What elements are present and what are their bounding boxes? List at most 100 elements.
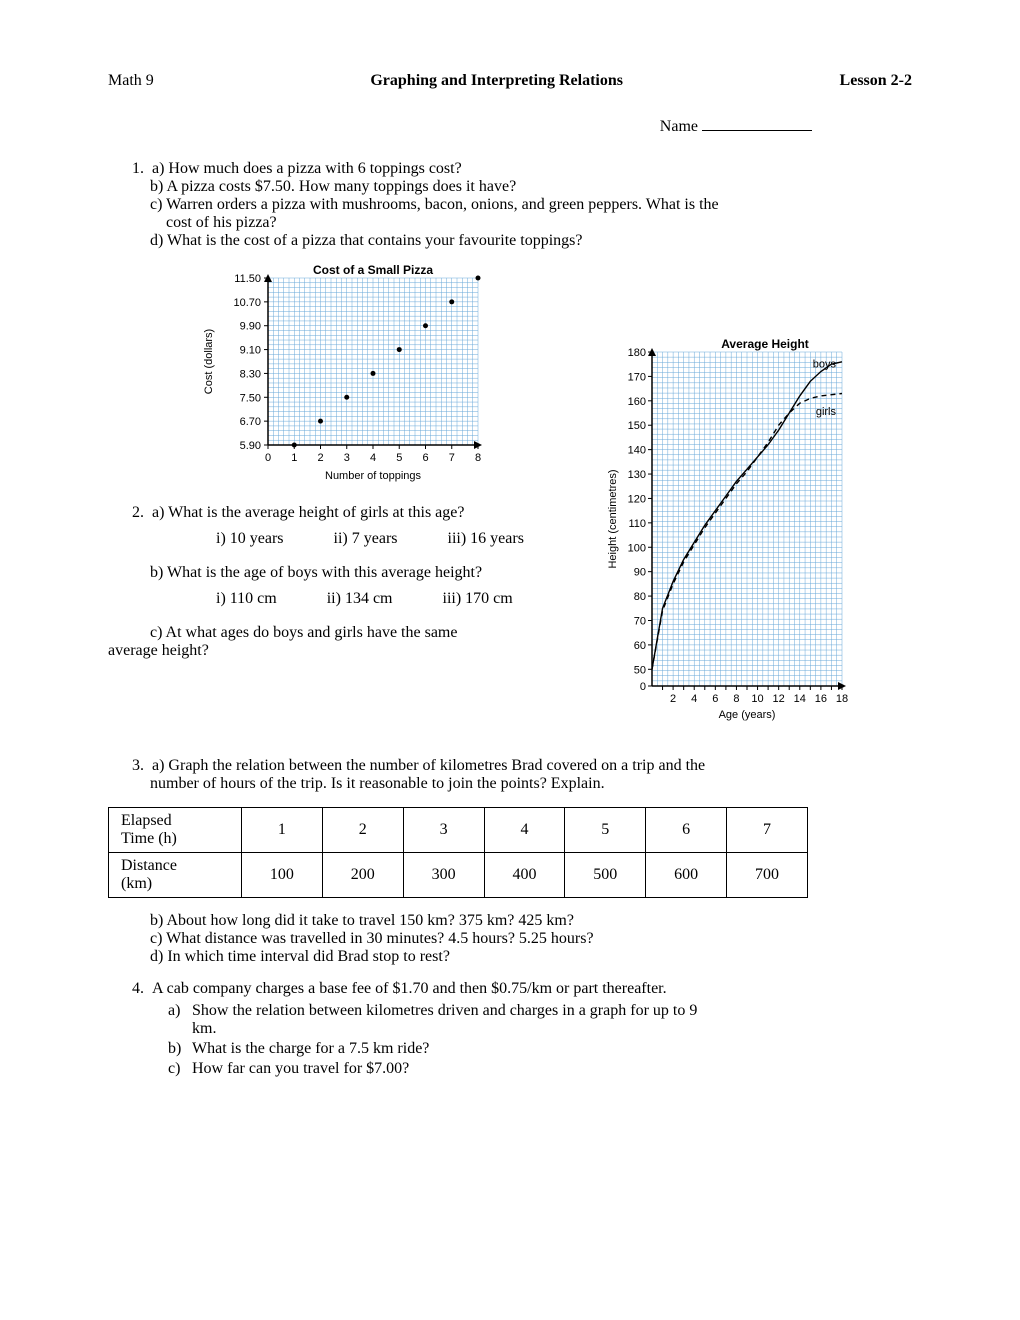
svg-text:8: 8 [475, 452, 481, 464]
question-1: 1.a) How much does a pizza with 6 toppin… [108, 160, 912, 250]
svg-text:170: 170 [628, 371, 646, 383]
q1-b: b) A pizza costs $7.50. How many topping… [150, 178, 516, 195]
name-blank[interactable] [702, 130, 812, 131]
q4-c: How far can you travel for $7.00? [192, 1060, 409, 1077]
svg-text:8.30: 8.30 [240, 368, 261, 380]
q4-b-marker: b) [168, 1040, 192, 1058]
svg-text:16: 16 [815, 693, 827, 705]
q2-number: 2. [132, 504, 152, 522]
q2-c-line1: c) At what ages do boys and girls have t… [150, 624, 457, 641]
q2-a: a) What is the average height of girls a… [152, 504, 464, 521]
svg-text:9.10: 9.10 [240, 345, 261, 357]
svg-text:90: 90 [634, 567, 646, 579]
q1-c-line2: cost of his pizza? [166, 214, 277, 231]
q1-number: 1. [132, 160, 152, 178]
svg-text:18: 18 [836, 693, 848, 705]
svg-text:110: 110 [628, 518, 646, 530]
svg-text:100: 100 [628, 542, 646, 554]
question-3: 3.a) Graph the relation between the numb… [108, 757, 912, 966]
q3-c: c) What distance was travelled in 30 min… [150, 930, 594, 947]
table-cell: 3 [403, 808, 484, 853]
svg-text:140: 140 [628, 445, 646, 457]
q2-b-ii: ii) 134 cm [327, 590, 393, 608]
svg-text:11.50: 11.50 [234, 273, 261, 285]
table-cell: 500 [565, 853, 646, 898]
table-cell: 6 [646, 808, 727, 853]
table-cell: 7 [727, 808, 808, 853]
q4-intro: A cab company charges a base fee of $1.7… [152, 980, 667, 997]
svg-text:10: 10 [751, 693, 763, 705]
pizza-chart-svg: 5.90 6.70 7.50 8.30 9.10 9.90 10.70 11.50 0 1 2 3 4 5… [198, 260, 488, 485]
svg-text:girls: girls [816, 406, 837, 418]
svg-text:80: 80 [634, 591, 646, 603]
q2-a-ii: ii) 7 years [334, 530, 398, 548]
svg-text:50: 50 [634, 664, 646, 676]
svg-text:6: 6 [422, 452, 428, 464]
svg-text:1: 1 [291, 452, 297, 464]
table-cell: 1 [242, 808, 323, 853]
q3-b: b) About how long did it take to travel … [150, 912, 574, 929]
q4-number: 4. [132, 980, 152, 998]
q2-row: 2.a) What is the average height of girls… [108, 504, 912, 729]
q2-b-i: i) 110 cm [216, 590, 277, 608]
svg-text:10.70: 10.70 [233, 297, 261, 309]
svg-text:6: 6 [712, 693, 718, 705]
svg-text:4: 4 [370, 452, 376, 464]
svg-text:5.90: 5.90 [240, 440, 261, 452]
svg-text:130: 130 [628, 469, 646, 481]
page-title: Graphing and Interpreting Relations [154, 72, 840, 90]
lesson-label: Lesson 2-2 [840, 72, 912, 90]
svg-text:Cost of a Small Pizza: Cost of a Small Pizza [313, 263, 433, 277]
svg-text:5: 5 [396, 452, 402, 464]
table-cell: 2 [322, 808, 403, 853]
svg-text:boys: boys [813, 359, 837, 371]
svg-text:0: 0 [265, 452, 271, 464]
svg-text:4: 4 [691, 693, 697, 705]
svg-text:3: 3 [344, 452, 350, 464]
table-row-header: Distance (km) [109, 853, 242, 898]
height-chart-svg: 0506070809010011012013014015016017018024… [602, 334, 852, 724]
name-label: Name [660, 118, 698, 135]
q2-c-line2: average height? [108, 642, 209, 659]
q1-c-line1: c) Warren orders a pizza with mushrooms,… [150, 196, 719, 213]
svg-text:60: 60 [634, 640, 646, 652]
q3-number: 3. [132, 757, 152, 775]
table-row: Elapsed Time (h)1234567 [109, 808, 808, 853]
q1-a: a) How much does a pizza with 6 toppings… [152, 160, 462, 177]
table-cell: 4 [484, 808, 565, 853]
q3-intro-2: number of hours of the trip. Is it reaso… [150, 775, 605, 792]
q2-b-choices: i) 110 cm ii) 134 cm iii) 170 cm [108, 590, 598, 608]
q2-a-choices: i) 10 years ii) 7 years iii) 16 years [108, 530, 598, 548]
q3-table: Elapsed Time (h)1234567Distance (km)1002… [108, 807, 808, 898]
q4-a-line1: Show the relation between kilometres dri… [192, 1002, 697, 1019]
q3-intro-1: a) Graph the relation between the number… [152, 757, 705, 774]
svg-text:Cost (dollars): Cost (dollars) [203, 329, 215, 394]
svg-text:9.90: 9.90 [240, 321, 261, 333]
q4-sublist: a)Show the relation between kilometres d… [108, 1002, 912, 1078]
q2-b: b) What is the age of boys with this ave… [150, 564, 482, 581]
q1-d: d) What is the cost of a pizza that cont… [150, 232, 582, 249]
svg-text:Number of toppings: Number of toppings [325, 470, 421, 482]
table-cell: 300 [403, 853, 484, 898]
q2-a-iii: iii) 16 years [448, 530, 524, 548]
page-header: Math 9 Graphing and Interpreting Relatio… [108, 72, 912, 90]
table-cell: 600 [646, 853, 727, 898]
svg-text:6.70: 6.70 [240, 416, 261, 428]
svg-text:7.50: 7.50 [240, 392, 261, 404]
q4-a-line2: km. [192, 1020, 216, 1037]
table-row-header: Elapsed Time (h) [109, 808, 242, 853]
svg-text:Average Height: Average Height [721, 337, 809, 351]
svg-text:0: 0 [640, 681, 646, 693]
svg-text:2: 2 [317, 452, 323, 464]
q2-a-i: i) 10 years [216, 530, 284, 548]
q3-d: d) In which time interval did Brad stop … [150, 948, 450, 965]
q4-a-marker: a) [168, 1002, 192, 1020]
table-cell: 200 [322, 853, 403, 898]
height-chart: 0506070809010011012013014015016017018024… [602, 334, 852, 729]
svg-text:14: 14 [794, 693, 806, 705]
table-cell: 100 [242, 853, 323, 898]
svg-text:7: 7 [449, 452, 455, 464]
table-cell: 400 [484, 853, 565, 898]
svg-text:12: 12 [773, 693, 785, 705]
q2-b-iii: iii) 170 cm [443, 590, 513, 608]
